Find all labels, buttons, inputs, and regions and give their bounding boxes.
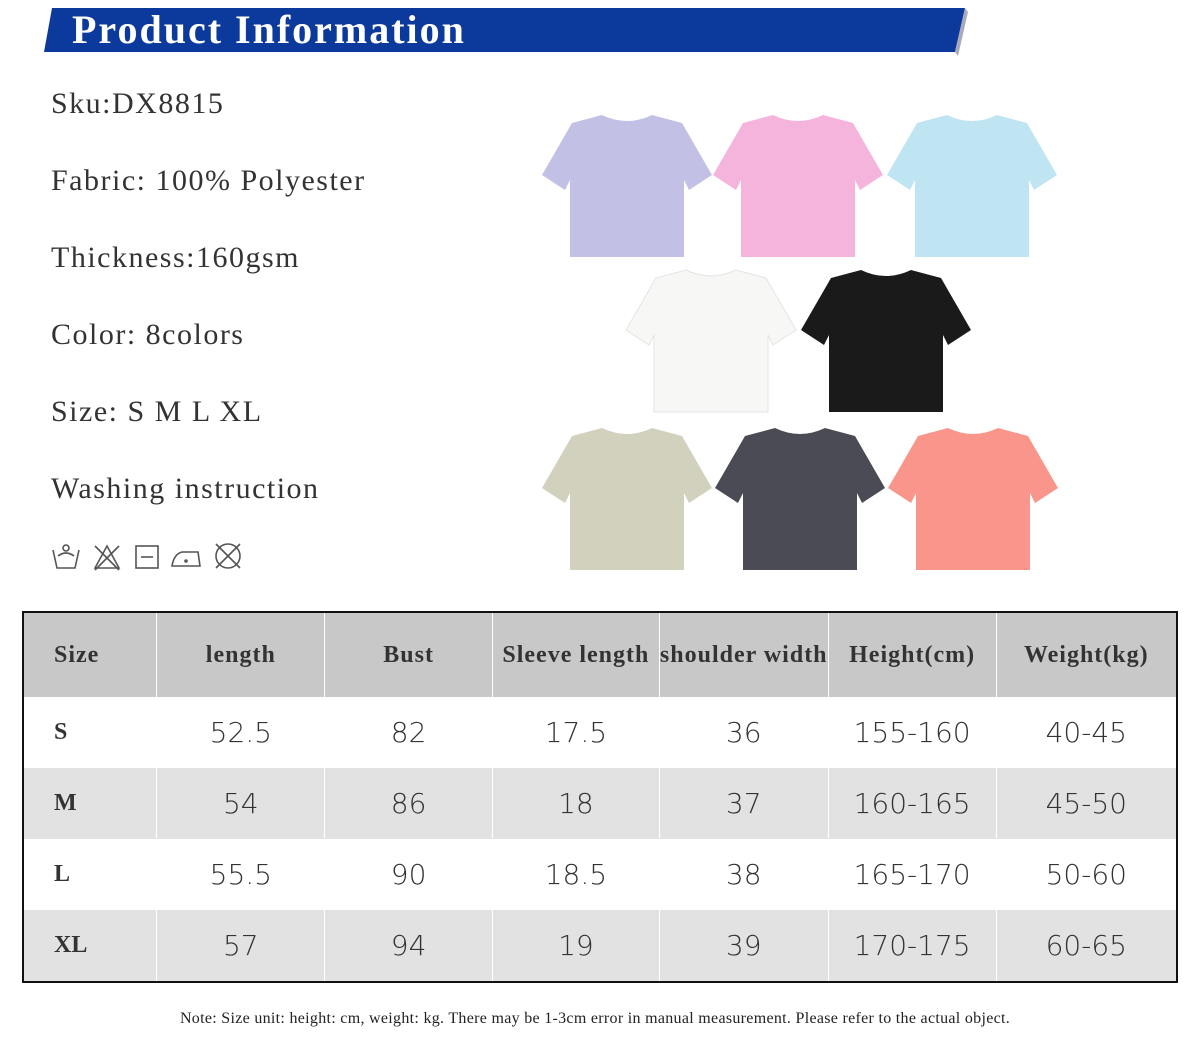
column-header: Height(cm) <box>827 612 997 697</box>
shirt-black <box>801 270 971 412</box>
table-cell: 45-50 <box>995 768 1177 839</box>
table-cell: 160-165 <box>827 768 997 839</box>
spec-line: Fabric: 100% Polyester <box>51 164 366 197</box>
table-cell: 17.5 <box>491 697 660 768</box>
shirt-white <box>625 269 797 413</box>
table-row: S 52.5 82 17.5 36 155-160 40-45 <box>22 697 1177 768</box>
column-header: Weight(kg) <box>995 612 1177 697</box>
banner-shadow <box>955 8 968 56</box>
spec-line: Sku:DX8815 <box>51 87 225 120</box>
table-cell: 52.5 <box>156 697 325 768</box>
table-cell: 55.5 <box>156 839 325 910</box>
table-cell: 18 <box>491 768 660 839</box>
shirt-light-blue <box>887 115 1057 257</box>
table-cell: 94 <box>324 910 493 982</box>
icon-no-bleach <box>93 544 121 571</box>
shirt-khaki <box>542 428 712 570</box>
icon-hand-wash <box>52 544 80 569</box>
table-cell: 170-175 <box>827 910 997 982</box>
table-cell: 39 <box>658 910 829 982</box>
size-cell: S <box>22 697 157 768</box>
banner-bg <box>44 8 965 52</box>
spec-line: Size: S M L XL <box>51 395 263 428</box>
size-cell: L <box>22 839 157 910</box>
note: Note: Size unit: height: cm, weight: kg.… <box>179 1010 1011 1027</box>
table-cell: 57 <box>156 910 325 982</box>
table-cell: 60-65 <box>995 910 1177 982</box>
shirt-purple <box>542 115 712 257</box>
table-cell: 40-45 <box>995 697 1177 768</box>
table-cell: 36 <box>658 697 829 768</box>
table-row: L 55.5 90 18.5 38 165-170 50-60 <box>22 839 1177 910</box>
table-cell: 37 <box>658 768 829 839</box>
column-header: length <box>156 612 325 697</box>
shirt-coral <box>888 428 1058 570</box>
spec-line: Thickness:160gsm <box>51 241 300 274</box>
table-cell: 82 <box>324 697 493 768</box>
column-header: shoulder width <box>658 612 829 697</box>
icon-iron <box>171 551 201 567</box>
shirt-pink <box>713 115 883 257</box>
column-header: Size <box>22 612 157 697</box>
spec-line: Washing instruction <box>51 472 320 505</box>
table-cell: 165-170 <box>827 839 997 910</box>
banner <box>44 8 968 56</box>
shirt-charcoal <box>715 428 885 570</box>
shirt-colors <box>542 115 1058 570</box>
table-row: XL 57 94 19 39 170-175 60-65 <box>22 910 1177 982</box>
table-cell: 54 <box>156 768 325 839</box>
size-cell: XL <box>22 910 157 982</box>
size-table: Size length Bust Sleeve length shoulder widt… <box>22 611 1178 983</box>
table-cell: 86 <box>324 768 493 839</box>
table-cell: 90 <box>324 839 493 910</box>
size-cell: M <box>22 768 157 839</box>
table-row: M 54 86 18 37 160-165 45-50 <box>22 768 1177 839</box>
column-header: Sleeve length <box>491 612 660 697</box>
header-row: Size length Bust Sleeve length shoulder widt… <box>22 612 1177 697</box>
spec-line: Color: 8colors <box>51 318 245 351</box>
table-cell: 18.5 <box>491 839 660 910</box>
icon-dry-flat <box>135 545 159 569</box>
table-cell: 155-160 <box>827 697 997 768</box>
icon-no-dry-clean <box>215 543 241 569</box>
title: Product Information <box>72 7 466 52</box>
column-header: Bust <box>324 612 493 697</box>
table-cell: 50-60 <box>995 839 1177 910</box>
table-cell: 19 <box>491 910 660 982</box>
table-cell: 38 <box>658 839 829 910</box>
washing-icons <box>52 543 241 571</box>
